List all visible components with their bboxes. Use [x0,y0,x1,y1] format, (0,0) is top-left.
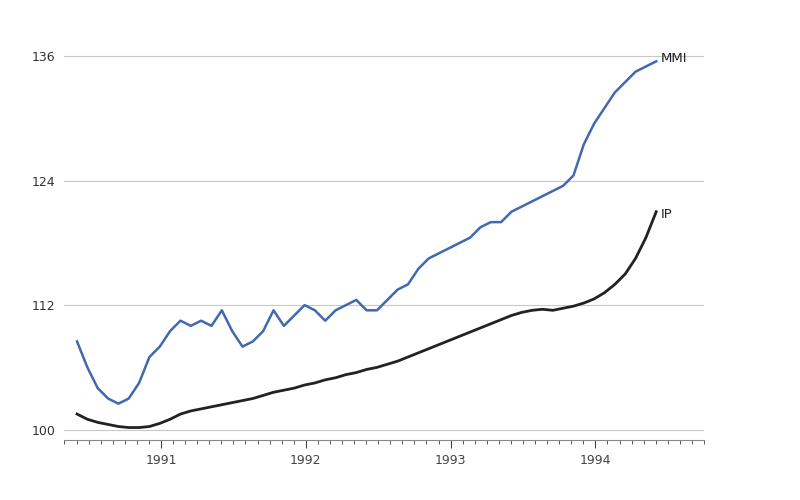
Text: IP: IP [661,208,672,222]
Text: MMI: MMI [661,52,687,64]
